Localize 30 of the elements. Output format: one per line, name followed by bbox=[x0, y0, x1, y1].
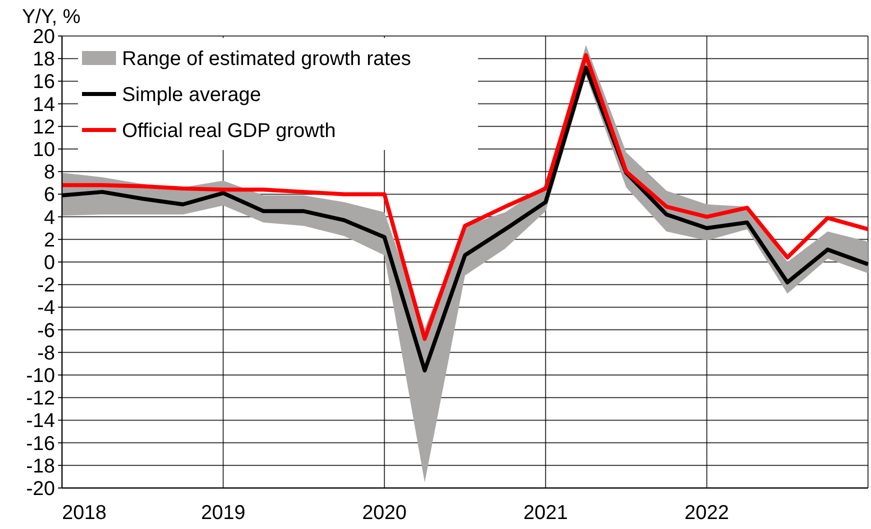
y-tick-label: 2 bbox=[44, 229, 55, 252]
x-tick-label: 2020 bbox=[362, 502, 407, 524]
y-tick-label: 6 bbox=[44, 184, 55, 206]
y-tick-label: 4 bbox=[44, 206, 55, 229]
x-tick-label: 2019 bbox=[200, 502, 246, 524]
y-tick-label: -6 bbox=[37, 320, 55, 342]
annotation: Range of estimated growth rates bbox=[122, 48, 412, 70]
y-tick-label: -14 bbox=[26, 410, 55, 432]
y-tick-label: -18 bbox=[26, 455, 55, 478]
y-tick-label: -2 bbox=[37, 274, 55, 297]
y-tick-label: 16 bbox=[32, 71, 55, 94]
y-tick-label: -20 bbox=[26, 478, 55, 500]
x-tick-label: 2022 bbox=[684, 502, 730, 524]
y-axis-title: Y/Y, % bbox=[22, 6, 81, 28]
x-tick-label: 2018 bbox=[62, 502, 106, 524]
y-tick-label: -12 bbox=[26, 388, 55, 410]
y-tick-label: 14 bbox=[32, 94, 55, 116]
y-tick-label: -8 bbox=[37, 342, 55, 364]
legend-label: Official real GDP growth bbox=[122, 120, 336, 142]
y-tick-label: -16 bbox=[26, 432, 55, 455]
x-tick-label: 2021 bbox=[523, 502, 568, 524]
y-tick-label: 20 bbox=[32, 26, 55, 48]
y-tick-label: -4 bbox=[37, 297, 55, 320]
y-tick-label: 10 bbox=[32, 139, 55, 161]
legend-label: Simple average bbox=[122, 84, 261, 106]
y-tick-label: 12 bbox=[32, 116, 55, 138]
y-tick-label: -10 bbox=[26, 365, 55, 387]
y-tick-label: 0 bbox=[44, 252, 55, 274]
y-tick-label: 18 bbox=[32, 48, 55, 71]
y-tick-label: 8 bbox=[44, 162, 55, 184]
